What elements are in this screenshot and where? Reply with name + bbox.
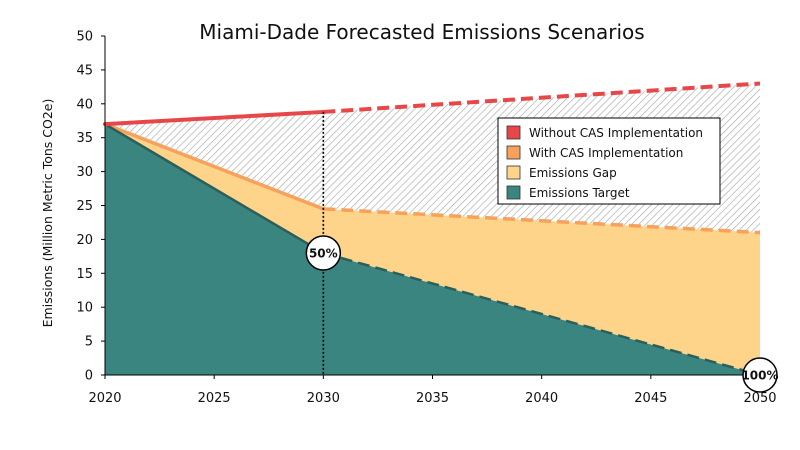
y-tick-label: 15 xyxy=(76,267,93,282)
x-tick-label: 2045 xyxy=(634,391,667,406)
emissions-target-area xyxy=(105,124,760,375)
x-tick-label: 2025 xyxy=(198,391,231,406)
without-cas-line-solid xyxy=(103,109,326,127)
y-tick-label: 25 xyxy=(76,199,93,214)
legend: Without CAS Implementation With CAS Imple… xyxy=(497,117,721,205)
legend-label: With CAS Implementation xyxy=(529,146,683,160)
y-tick-label: 20 xyxy=(76,233,93,248)
x-tick-label: 2040 xyxy=(525,391,558,406)
legend-swatch xyxy=(506,145,521,160)
chart-title: Miami-Dade Forecasted Emissions Scenario… xyxy=(199,20,644,44)
plot-lines xyxy=(103,81,761,377)
x-tick-label: 2035 xyxy=(416,391,449,406)
milestone-badge: 50% xyxy=(305,235,342,271)
y-axis-label: Emissions (Million Metric Tons CO2e) xyxy=(40,99,55,328)
legend-swatch xyxy=(506,165,521,180)
with-cas-line-dashed xyxy=(323,207,761,235)
x-tick-label: 2030 xyxy=(307,391,340,406)
milestone-badge-label: 50% xyxy=(309,246,338,260)
legend-box xyxy=(497,117,721,205)
milestone-badge: 100% xyxy=(741,357,779,393)
without-cas-line-dashed xyxy=(323,81,761,114)
x-tick-label: 2050 xyxy=(743,391,776,406)
y-tick-label: 40 xyxy=(76,97,93,112)
annotations: 50% 100% xyxy=(305,235,779,393)
legend-swatch xyxy=(506,125,521,140)
y-tick-label: 35 xyxy=(76,131,93,146)
y-tick-label: 10 xyxy=(76,301,93,316)
y-tick-label: 45 xyxy=(76,63,93,78)
x-tick-label: 2020 xyxy=(88,391,121,406)
emissions-target-line-dashed xyxy=(322,251,761,377)
legend-label: Without CAS Implementation xyxy=(529,126,703,140)
emissions-gap-area xyxy=(105,124,760,375)
emissions-target-line-solid xyxy=(103,122,325,255)
milestone-badge-circle xyxy=(742,357,778,393)
legend-label: Emissions Gap xyxy=(529,166,617,180)
milestone-badge-circle xyxy=(305,235,342,271)
legend-label: Emissions Target xyxy=(529,186,630,200)
milestone-badge-label: 100% xyxy=(741,369,778,383)
y-tick-label: 30 xyxy=(76,165,93,180)
y-tick-label: 5 xyxy=(85,335,93,350)
legend-swatch xyxy=(506,185,521,200)
y-tick-label: 50 xyxy=(76,30,93,45)
y-tick-label: 0 xyxy=(85,369,93,384)
with-cas-line-solid xyxy=(103,122,326,211)
